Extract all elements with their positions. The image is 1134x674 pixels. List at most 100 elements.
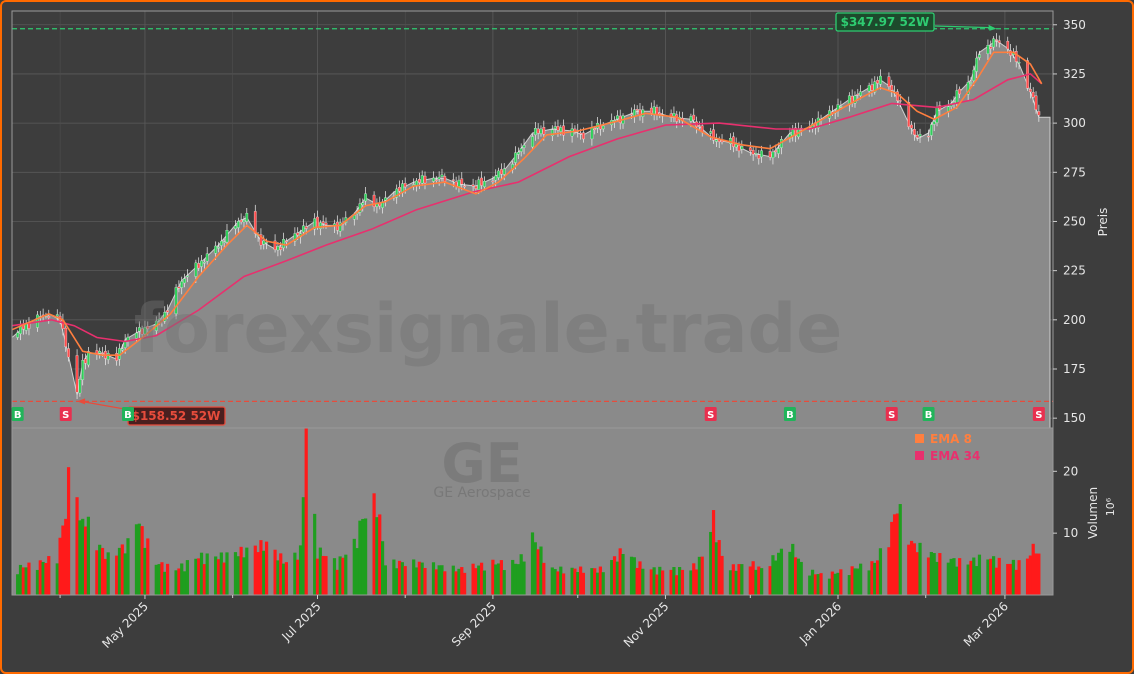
candle-up [969, 82, 973, 84]
volume-bar-up [78, 520, 82, 595]
candle-up [242, 220, 246, 223]
candle-up [760, 150, 763, 158]
price-tick-label: 225 [1063, 264, 1086, 278]
volume-bar-up [991, 556, 996, 595]
candle-down [451, 179, 455, 181]
volume-bar-down [892, 514, 897, 595]
volume-bar-down [378, 514, 382, 595]
volume-bar-up [740, 564, 744, 595]
volume-bar-up [24, 567, 28, 595]
volume-bar-up [355, 548, 359, 595]
volume-bar-up [833, 573, 837, 595]
volume-bar-up [986, 559, 990, 595]
volume-bar-down [115, 555, 119, 595]
volume-bar-down [997, 557, 1001, 595]
volume-bar-up [516, 564, 520, 595]
candle-down [692, 114, 696, 121]
candle-down [316, 216, 319, 228]
volume-bar-up [242, 557, 246, 595]
date-tick-label: Nov 2025 [621, 599, 672, 650]
candle-up [24, 323, 28, 331]
candle-down [443, 176, 447, 182]
ema34-line [12, 73, 1043, 343]
volume-bar-down [618, 548, 622, 595]
date-tick-label: Jul 2025 [278, 599, 323, 644]
candle-down [876, 80, 879, 84]
candle-up [531, 136, 534, 148]
volume-bar-down [1017, 560, 1021, 595]
candle-up [106, 352, 110, 360]
volume-bar-down [612, 556, 617, 595]
volume-bar-up [929, 551, 933, 595]
volume-bar-down [850, 566, 854, 595]
candle-up [930, 124, 933, 136]
volume-bar-down [1028, 555, 1032, 595]
candle-down [898, 100, 902, 102]
volume-bar-down [887, 547, 891, 595]
volume-bar-down [661, 570, 665, 595]
candle-up [205, 253, 209, 262]
candle-down [910, 124, 913, 129]
volume-bar-down [813, 574, 817, 595]
volume-bar-up [975, 566, 979, 595]
candle-down [856, 93, 860, 96]
volume-axis-label: Volumen [1086, 487, 1100, 539]
buy-signal-marker [11, 407, 24, 421]
buy-signal-marker [121, 407, 134, 421]
volume-bar-down [216, 559, 221, 595]
volume-bar-down [915, 552, 919, 595]
candle-up [437, 176, 441, 180]
volume-bar-down [717, 540, 721, 595]
volume-bar-up [16, 574, 20, 595]
volume-bar-down [83, 526, 88, 595]
volume-bar-up [338, 556, 342, 595]
legend-ema8-swatch [915, 434, 924, 443]
volume-bar-up [157, 564, 161, 595]
price-tick-label: 300 [1063, 116, 1086, 130]
volume-bar-down [938, 553, 942, 595]
volume-bar-down [581, 572, 586, 595]
volume-bar-down [675, 575, 679, 595]
candle-up [853, 95, 857, 104]
volume-bar-down [1014, 569, 1018, 595]
volume-bar-up [18, 564, 23, 595]
volume-bar-up [35, 569, 40, 595]
candle-up [135, 332, 138, 339]
low-52w-arrow [80, 400, 131, 411]
volume-bar-up [576, 572, 580, 595]
candle-down [67, 348, 70, 358]
volume-bar-up [199, 552, 204, 595]
volume-bar-up [318, 547, 322, 595]
volume-bar-up [559, 566, 563, 595]
volume-bar-down [423, 567, 427, 595]
volume-bar-up [966, 564, 970, 595]
candle-up [245, 212, 249, 222]
volume-bar-up [972, 557, 976, 595]
volume-bar-down [890, 521, 894, 595]
candle-down [913, 129, 916, 136]
volume-bar-down [64, 518, 68, 595]
volume-bar-up [689, 570, 693, 595]
volume-bar-up [414, 567, 419, 595]
volume-bar-down [694, 569, 699, 595]
candle-up [601, 125, 605, 130]
volume-bar-down [44, 562, 48, 595]
volume-bar-up [760, 568, 764, 595]
candle-down [64, 327, 68, 348]
candle-down [1031, 91, 1035, 98]
candle-up [361, 202, 365, 206]
candle-up [98, 351, 102, 354]
candle-up [522, 145, 526, 148]
candle-up [873, 81, 877, 93]
volume-bar-down [341, 557, 345, 595]
candle-up [338, 222, 342, 232]
candle-up [539, 128, 543, 134]
volume-bar-up [137, 523, 141, 595]
volume-bar-up [301, 497, 305, 595]
candle-down [748, 147, 752, 151]
volume-bar-down [638, 561, 642, 595]
candle-up [313, 218, 317, 230]
volume-bar-up [219, 552, 223, 595]
volume-bar-down [578, 566, 583, 595]
candle-up [137, 327, 141, 332]
